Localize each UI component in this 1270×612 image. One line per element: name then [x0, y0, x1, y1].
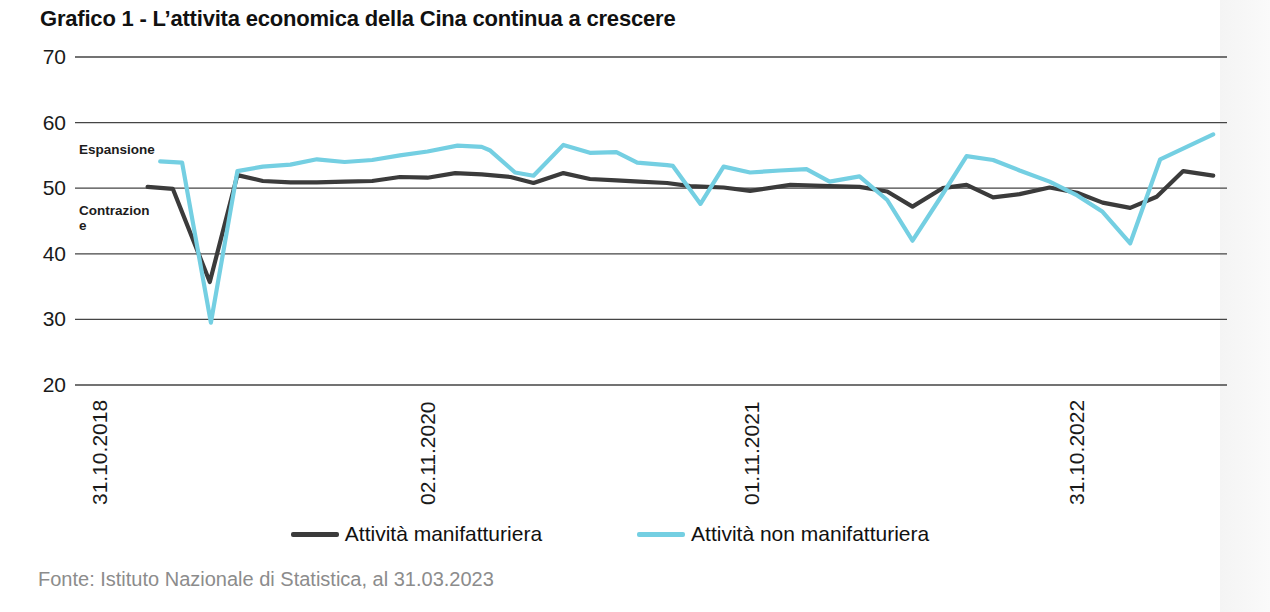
expansion-annotation: Espansione	[79, 142, 155, 157]
expansion-annotation-text: Espansione	[79, 142, 155, 157]
y-tick-label: 40	[0, 242, 66, 266]
x-tick-label: 31.10.2018	[88, 400, 112, 505]
y-tick-label: 60	[0, 111, 66, 135]
x-tick-label: 02.11.2020	[416, 401, 440, 505]
chart-legend: Attività manifatturiera Attività non man…	[0, 522, 1220, 546]
y-tick-label: 70	[0, 45, 66, 69]
y-tick-label: 20	[0, 373, 66, 397]
x-tick-label: 01.11.2021	[740, 401, 764, 505]
x-tick-label: 31.10.2022	[1065, 400, 1089, 505]
legend-label-manufacturing: Attività manifatturiera	[345, 522, 542, 546]
legend-item-non-manufacturing: Attività non manifatturiera	[637, 522, 929, 546]
source-caption: Fonte: Istituto Nazionale di Statistica,…	[38, 568, 494, 591]
y-tick-label: 50	[0, 176, 66, 200]
contraction-annotation-line2: e	[79, 218, 150, 233]
legend-item-manufacturing: Attività manifatturiera	[291, 522, 542, 546]
series-line-non-manufacturing	[160, 134, 1213, 322]
manufacturing-line-swatch	[291, 532, 339, 537]
non-manufacturing-line-swatch	[637, 532, 685, 537]
chart-canvas	[0, 0, 1270, 612]
chart-page: Grafico 1 - L’attivita economica della C…	[0, 0, 1270, 612]
contraction-annotation: Contrazion e	[79, 203, 150, 233]
y-tick-label: 30	[0, 307, 66, 331]
contraction-annotation-line1: Contrazion	[79, 203, 150, 218]
legend-label-non-manufacturing: Attività non manifatturiera	[691, 522, 929, 546]
